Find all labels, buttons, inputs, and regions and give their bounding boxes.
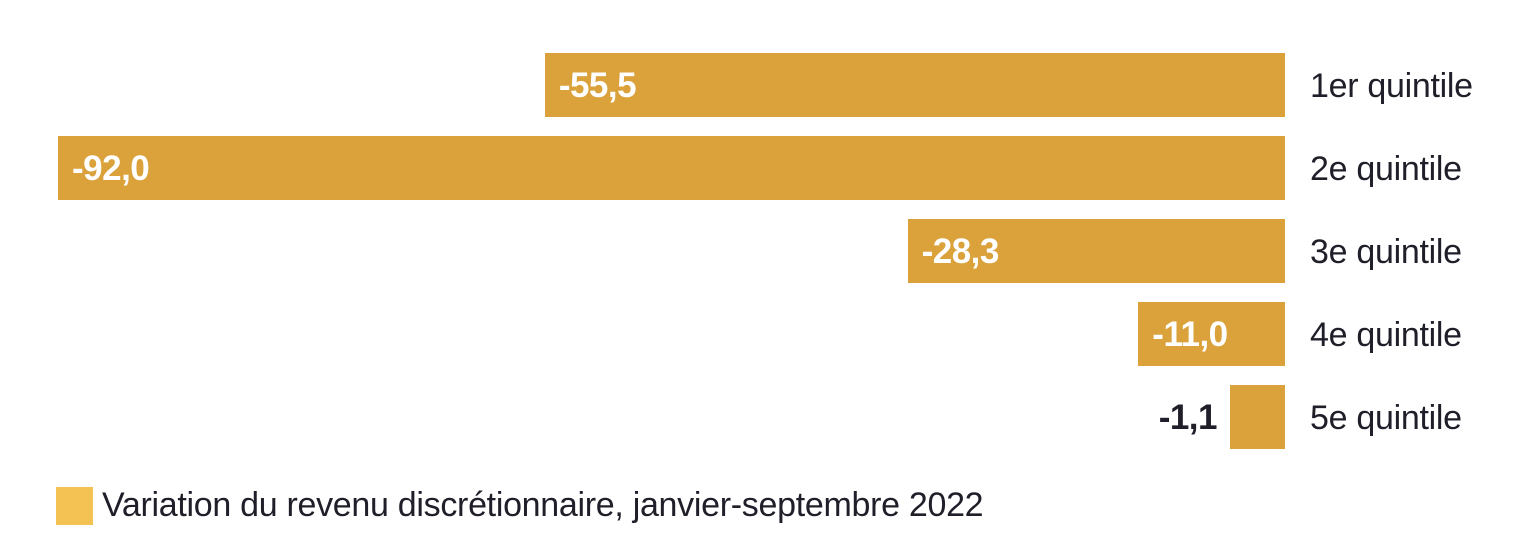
bar: -55,5 (544, 53, 1285, 117)
bar-row: -1,1 5e quintile (0, 385, 1534, 449)
bar-value-label: -1,1 (1158, 398, 1218, 437)
bar-value-label: -11,0 (1152, 315, 1228, 354)
bar-row: -55,5 1er quintile (0, 53, 1534, 117)
bar: -92,0 (58, 136, 1285, 200)
bar: -11,0 (1138, 302, 1285, 366)
legend: Variation du revenu discrétionnaire, jan… (56, 486, 984, 525)
bar-row: -92,0 2e quintile (0, 136, 1534, 200)
bar: -28,3 (907, 219, 1285, 283)
category-label: 2e quintile (1310, 150, 1462, 188)
bar-value-label: -55,5 (558, 66, 637, 105)
category-label: 1er quintile (1310, 67, 1473, 105)
bar-value-label: -28,3 (921, 232, 1000, 271)
category-label: 4e quintile (1310, 316, 1462, 354)
legend-label: Variation du revenu discrétionnaire, jan… (102, 486, 984, 524)
category-label: 5e quintile (1310, 399, 1462, 437)
bar-row: -11,0 4e quintile (0, 302, 1534, 366)
bar (1230, 385, 1285, 449)
category-label: 3e quintile (1310, 233, 1462, 271)
bar-row: -28,3 3e quintile (0, 219, 1534, 283)
legend-swatch-icon (56, 486, 93, 525)
bar-value-label: -92,0 (72, 149, 150, 188)
